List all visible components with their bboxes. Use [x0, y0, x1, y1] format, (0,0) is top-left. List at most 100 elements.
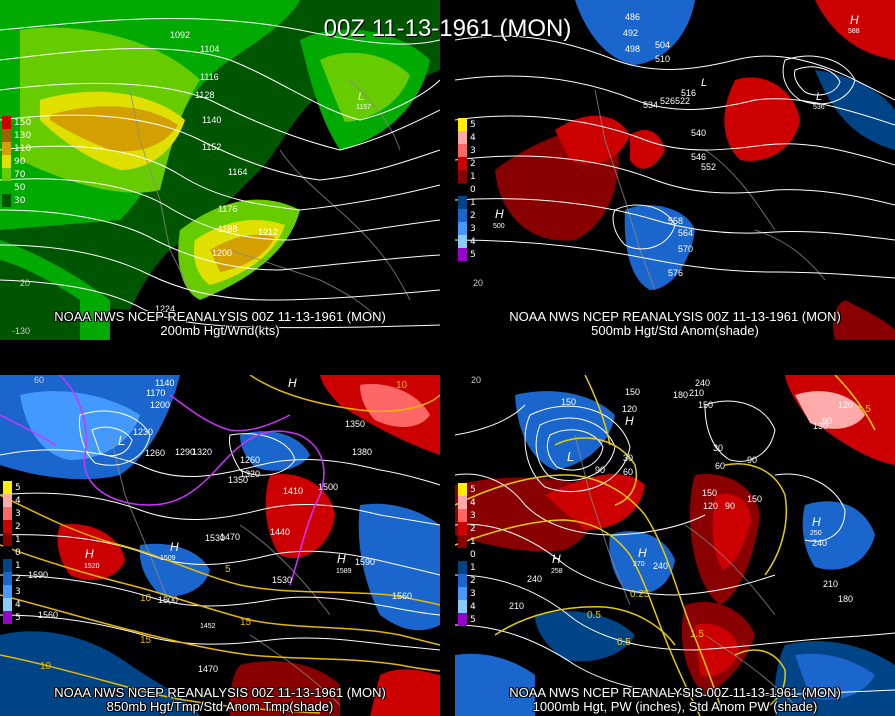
svg-text:210: 210	[823, 579, 838, 589]
caption-line2: 500mb Hgt/Std Anom(shade)	[591, 323, 759, 338]
svg-text:250: 250	[810, 530, 822, 537]
svg-text:240: 240	[527, 574, 542, 584]
legend-wind-speed: 150 130 110 90 70 50 30	[2, 116, 31, 207]
caption-line2: 1000mb Hgt, PW (inches), Std Anom PW (sh…	[532, 699, 818, 714]
svg-text:H: H	[812, 515, 821, 529]
svg-text:1560: 1560	[38, 610, 58, 620]
svg-text:1140: 1140	[202, 115, 221, 125]
svg-text:130: 130	[813, 421, 828, 431]
panel-200mb: 1092 1104 1116 1128 1140 1152 1164 1176 …	[0, 0, 440, 340]
legend-850mb-anomaly: 5 4 3 2 1 0 1 2 3 4 5	[3, 481, 21, 624]
svg-text:1530: 1530	[205, 533, 225, 543]
caption-line1: NOAA NWS NCEP REANALYSIS 00Z 11-13-1961 …	[54, 309, 386, 324]
svg-text:30: 30	[623, 453, 633, 463]
svg-text:90: 90	[595, 465, 605, 475]
svg-text:504: 504	[655, 40, 670, 50]
svg-text:10: 10	[140, 593, 152, 604]
svg-text:10: 10	[396, 380, 408, 391]
svg-text:180: 180	[838, 594, 853, 604]
svg-text:150: 150	[561, 397, 576, 407]
svg-text:15: 15	[240, 617, 252, 628]
svg-text:H: H	[288, 376, 297, 390]
svg-text:522: 522	[675, 96, 690, 106]
svg-text:1212: 1212	[258, 227, 278, 237]
svg-text:120: 120	[622, 404, 637, 414]
svg-text:1509: 1509	[160, 555, 176, 562]
svg-text:570: 570	[678, 244, 693, 254]
svg-text:552: 552	[701, 162, 716, 172]
svg-text:1589: 1589	[336, 568, 352, 575]
svg-text:H: H	[85, 547, 94, 561]
svg-text:90: 90	[725, 501, 735, 511]
svg-text:1410: 1410	[283, 486, 303, 496]
svg-text:1350: 1350	[345, 419, 365, 429]
legend-pw-anomaly: 5 4 3 2 1 0 1 2 3 4 5	[458, 483, 476, 626]
svg-text:500: 500	[493, 223, 505, 230]
svg-text:H: H	[552, 552, 561, 566]
svg-text:1500: 1500	[318, 482, 338, 492]
page-title: 00Z 11-13-1961 (MON)	[323, 15, 572, 42]
svg-text:0.5: 0.5	[587, 610, 601, 621]
caption-line1: NOAA NWS NCEP REANALYSIS 00Z 11-13-1961 …	[509, 685, 841, 700]
svg-text:240: 240	[695, 378, 710, 388]
svg-text:90: 90	[822, 416, 832, 426]
svg-text:H: H	[850, 13, 859, 27]
svg-text:1116: 1116	[200, 72, 219, 82]
svg-text:1380: 1380	[352, 447, 372, 457]
svg-text:510: 510	[655, 54, 670, 64]
svg-text:1152: 1152	[202, 142, 221, 152]
svg-text:60: 60	[34, 375, 44, 385]
panel-1000mb-pw: 240 210 180 150 150 120 30 60 90 30 60 9…	[455, 375, 895, 716]
svg-text:240: 240	[812, 538, 827, 548]
svg-text:588: 588	[848, 28, 860, 35]
svg-text:120: 120	[703, 501, 718, 511]
svg-text:20: 20	[20, 278, 30, 288]
svg-text:1224: 1224	[155, 304, 175, 314]
svg-text:1128: 1128	[195, 90, 214, 100]
svg-text:1.5: 1.5	[690, 629, 704, 640]
svg-text:1164: 1164	[228, 167, 247, 177]
svg-text:H: H	[625, 414, 634, 428]
svg-text:486: 486	[625, 12, 640, 22]
svg-text:1470: 1470	[198, 664, 218, 674]
svg-text:H: H	[337, 552, 346, 566]
caption-line1: NOAA NWS NCEP REANALYSIS 00Z 11-13-1961 …	[509, 309, 841, 324]
svg-text:90: 90	[747, 455, 757, 465]
map-500mb: 486 492 498 504 510 516 522 526 534 540 …	[455, 0, 895, 340]
svg-text:150: 150	[698, 400, 713, 410]
svg-text:240: 240	[653, 561, 668, 571]
svg-text:180: 180	[673, 390, 688, 400]
svg-text:540: 540	[691, 128, 706, 138]
svg-text:1140: 1140	[155, 378, 174, 388]
svg-text:534: 534	[643, 100, 658, 110]
caption-line2: 200mb Hgt/Wnd(kts)	[160, 323, 280, 338]
svg-text:270: 270	[633, 561, 645, 568]
svg-text:20: 20	[471, 375, 481, 385]
svg-text:1200: 1200	[212, 248, 232, 258]
svg-text:1200: 1200	[150, 400, 170, 410]
svg-text:1470: 1470	[220, 532, 240, 542]
svg-text:0.5: 0.5	[617, 637, 631, 648]
svg-text:1320: 1320	[192, 447, 212, 457]
svg-text:10: 10	[40, 661, 52, 672]
svg-text:546: 546	[691, 152, 706, 162]
legend-500mb-anomaly: 5 4 3 2 1 0 1 2 3 4 5	[458, 118, 476, 261]
svg-text:H: H	[495, 207, 504, 221]
svg-text:1320: 1320	[240, 469, 260, 479]
map-200mb: 1092 1104 1116 1128 1140 1152 1164 1176 …	[0, 0, 440, 340]
svg-text:1440: 1440	[270, 527, 290, 537]
svg-text:-130: -130	[12, 326, 30, 336]
svg-text:5: 5	[225, 564, 231, 575]
svg-text:H: H	[638, 546, 647, 560]
svg-text:1170: 1170	[146, 388, 165, 398]
svg-text:1590: 1590	[28, 570, 48, 580]
svg-text:1530: 1530	[272, 575, 292, 585]
svg-text:L: L	[816, 91, 822, 103]
svg-text:1092: 1092	[170, 30, 190, 40]
svg-text:492: 492	[623, 28, 638, 38]
panel-850mb: 1140 1170 1200 1230 1260 1290 1320 1260 …	[0, 375, 440, 716]
svg-text:576: 576	[668, 268, 683, 278]
svg-text:1452: 1452	[200, 623, 216, 630]
svg-text:150: 150	[625, 387, 640, 397]
svg-text:L: L	[567, 449, 574, 464]
